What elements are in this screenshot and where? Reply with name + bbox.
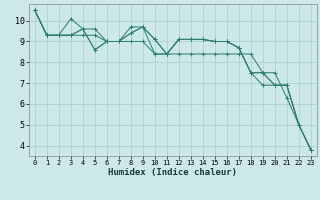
X-axis label: Humidex (Indice chaleur): Humidex (Indice chaleur) (108, 168, 237, 177)
